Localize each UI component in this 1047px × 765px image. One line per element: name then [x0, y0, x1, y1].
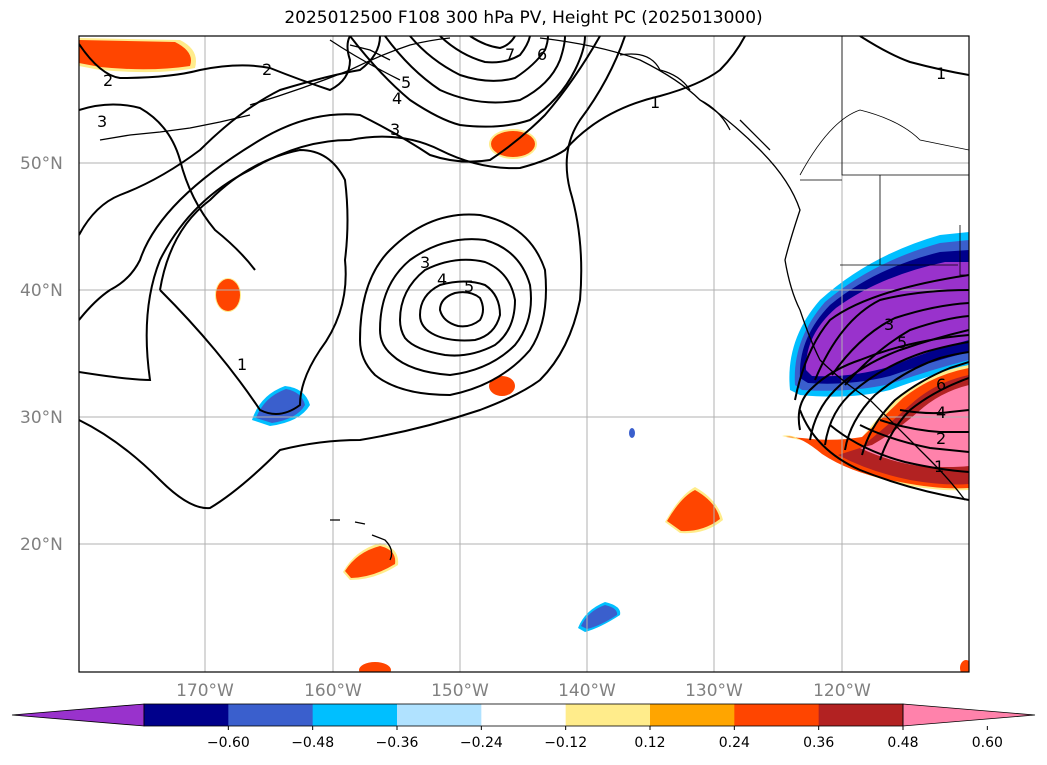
colorbar-extend-low: [11, 703, 145, 727]
contour-label: 3: [390, 120, 400, 139]
lat-label: 20°N: [20, 535, 63, 555]
colorbar-bin: [650, 704, 735, 726]
colorbar-tick-label: −0.36: [376, 735, 419, 751]
lon-label: 140°W: [558, 681, 616, 701]
lon-label: 130°W: [685, 681, 743, 701]
contour-label: 1: [650, 93, 660, 112]
colorbar-tick-label: −0.12: [544, 735, 587, 751]
colorbar-tick-label: −0.60: [207, 735, 250, 751]
contour-label: 5: [401, 73, 411, 92]
colorbar-tick-label: −0.24: [460, 735, 503, 751]
map-title: 2025012500 F108 300 hPa PV, Height PC (2…: [284, 8, 763, 28]
contour-label: 3: [884, 315, 894, 334]
colorbar-tick-label: 0.60: [972, 735, 1003, 751]
colorbar-extend-high: [902, 703, 1036, 727]
colorbar-tick-label: −0.48: [291, 735, 334, 751]
contour-label: 3: [97, 112, 107, 131]
contour-label: 7: [505, 45, 515, 64]
colorbar-bin: [481, 704, 567, 726]
longitude-labels: 170°W 160°W 150°W 140°W 130°W 120°W: [176, 681, 871, 701]
lat-label: 50°N: [20, 154, 63, 174]
colorbar-bin: [312, 704, 398, 726]
colorbar-bin: [228, 704, 314, 726]
colorbar-tick-label: 0.24: [719, 735, 750, 751]
contour-labels: 2 2 3 3 4 5 6 7 1 1 3 4 5 1 3 5 6 4 2 1: [97, 45, 946, 476]
contour-label: 2: [262, 60, 272, 79]
lon-label: 160°W: [304, 681, 362, 701]
colorbar-bin: [397, 704, 482, 726]
contour-label: 6: [936, 375, 946, 394]
contour-label: 5: [464, 277, 474, 296]
contour-label: 4: [437, 270, 447, 289]
colorbar: −0.60 −0.48 −0.36 −0.24 −0.12 0.12 0.24 0.36 0.4…: [11, 703, 1036, 751]
colorbar-bin: [818, 704, 904, 726]
colorbar-frame: [143, 703, 904, 727]
colorbar-bin: [734, 704, 820, 726]
lat-label: 40°N: [20, 281, 63, 301]
contour-label: 1: [934, 457, 944, 476]
contour-label: 1: [237, 355, 247, 374]
map-frame: [78, 35, 970, 673]
contour-label: 1: [936, 64, 946, 83]
political-borders: [799, 36, 969, 276]
colorbar-tick-label: 0.12: [634, 735, 665, 751]
contour-label: 4: [392, 89, 402, 108]
colorbar-bin: [144, 704, 229, 726]
graticule: [79, 36, 969, 672]
pv-shading: [79, 38, 969, 672]
colorbar-tick-label: 0.36: [803, 735, 834, 751]
contour-label: 5: [897, 333, 907, 352]
contour-label: 6: [537, 45, 547, 64]
contour-label: 2: [936, 429, 946, 448]
colorbar-tick-label: 0.48: [887, 735, 918, 751]
lon-label: 150°W: [431, 681, 489, 701]
latitude-labels: 50°N 40°N 30°N 20°N: [20, 154, 63, 555]
contour-label: 4: [936, 403, 946, 422]
contour-label: 3: [420, 253, 430, 272]
contour-label: 2: [103, 71, 113, 90]
height-contours: [79, 36, 969, 510]
lat-label: 30°N: [20, 408, 63, 428]
lon-label: 170°W: [176, 681, 234, 701]
colorbar-bin: [565, 704, 651, 726]
lon-label: 120°W: [813, 681, 871, 701]
